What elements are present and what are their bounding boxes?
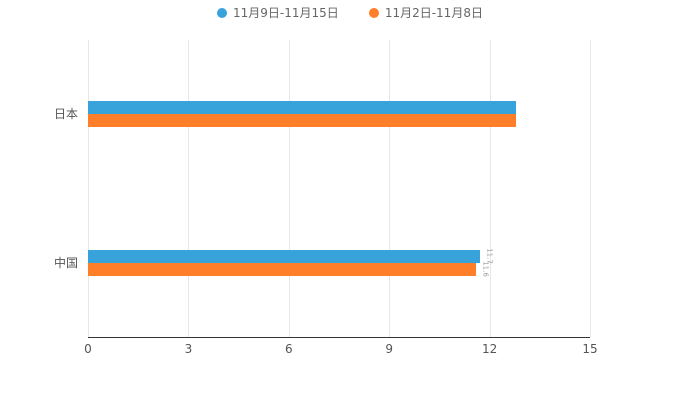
x-axis-tick-label: 15 [582,342,598,356]
y-axis-category-label: 中国 [53,255,78,270]
legend-item-series-1[interactable]: 11月9日-11月15日 [217,7,339,19]
bar-series-1-日本[interactable] [88,101,517,115]
legend: 11月9日-11月15日 11月2日-11月8日 [0,7,700,19]
gridline [288,40,290,337]
plot-area: 0 3 6 9 12 15 日本 中国 11.7 11.6 [54,40,598,355]
gridline [389,40,391,337]
legend-dot-icon [368,8,379,18]
x-axis-tick-label: 12 [481,342,498,356]
legend-dot-icon [217,8,228,18]
legend-item-series-2[interactable]: 11月2日-11月8日 [368,6,483,20]
legend-label: 11月9日-11月15日 [233,6,339,20]
bar-value-label: 11.6 [481,261,490,278]
x-axis-tick-label: 0 [84,342,92,356]
bar-series-2-中国[interactable] [88,262,477,276]
gridline [489,40,491,337]
gridline [88,40,89,337]
bar-series-2-日本[interactable] [88,114,517,128]
x-axis-tick-label: 9 [385,342,394,356]
bar-series-1-中国[interactable] [88,249,480,263]
gridline [590,40,591,337]
y-axis-category-label: 日本 [53,107,78,122]
gridline [188,40,190,337]
x-axis-tick-label: 6 [284,342,293,356]
legend-label: 11月2日-11月8日 [384,6,483,20]
x-axis-tick-label: 3 [184,342,193,356]
